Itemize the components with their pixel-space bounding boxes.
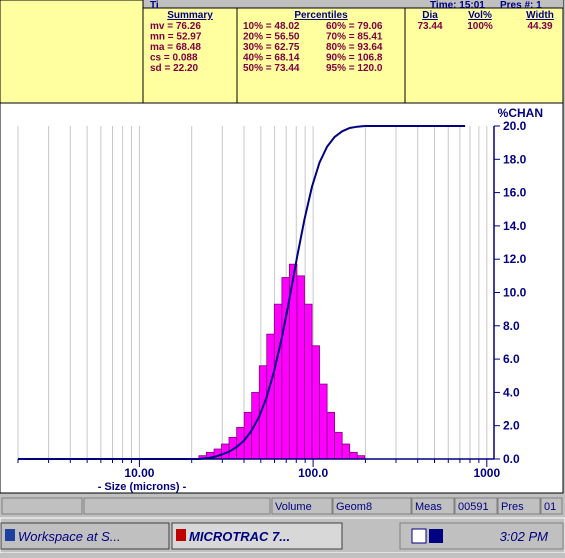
percentile: 50% = 73.44 bbox=[243, 63, 300, 74]
status-text: Pres bbox=[501, 501, 524, 513]
y-tick-label: 8.0 bbox=[503, 319, 520, 333]
summary-row: cs = 0.088 bbox=[150, 53, 198, 64]
bar bbox=[304, 304, 312, 459]
status-text: Volume bbox=[275, 501, 312, 513]
bar bbox=[327, 412, 335, 459]
percentile: 10% = 48.02 bbox=[243, 21, 300, 32]
status-text: Geom8 bbox=[336, 501, 372, 513]
x-tick-label: 1000 bbox=[473, 466, 500, 480]
status-text: Meas bbox=[415, 501, 442, 513]
task-label[interactable]: Workspace at S... bbox=[18, 529, 121, 544]
bar bbox=[267, 334, 275, 459]
task-icon bbox=[5, 529, 15, 541]
peak-header: Vol% bbox=[468, 10, 492, 21]
bar bbox=[312, 346, 319, 459]
summary-row: ma = 68.48 bbox=[150, 42, 201, 53]
peak-value: 73.44 bbox=[417, 21, 442, 32]
y-tick-label: 18.0 bbox=[503, 152, 527, 166]
bar bbox=[320, 384, 328, 459]
percentile: 80% = 93.64 bbox=[326, 42, 383, 53]
percentile: 20% = 56.50 bbox=[243, 32, 300, 43]
peak-header: Width bbox=[526, 10, 554, 21]
percentile: 30% = 62.75 bbox=[243, 42, 300, 53]
peak-value: 44.39 bbox=[527, 21, 552, 32]
bar bbox=[350, 452, 358, 459]
bar bbox=[252, 392, 260, 459]
sample-title: Ti bbox=[150, 0, 159, 11]
clock: 3:02 PM bbox=[500, 529, 549, 544]
status-text: 01 bbox=[544, 501, 556, 513]
summary-row: mv = 76.26 bbox=[150, 21, 201, 32]
percentile: 95% = 120.0 bbox=[326, 63, 383, 74]
y-tick-label: 20.0 bbox=[503, 119, 527, 133]
status-text: 00591 bbox=[458, 501, 489, 513]
summary-row: sd = 22.20 bbox=[150, 63, 199, 74]
y-tick-label: 2.0 bbox=[503, 419, 520, 433]
y-tick-label: 0.0 bbox=[503, 452, 520, 466]
x-axis-label: - Size (microns) - bbox=[98, 481, 187, 493]
percentile: 40% = 68.14 bbox=[243, 53, 300, 64]
task-icon bbox=[176, 529, 186, 541]
peak-header: Dia bbox=[422, 10, 438, 21]
bar bbox=[335, 432, 343, 459]
y-axis-label: %CHAN bbox=[498, 106, 543, 120]
bar bbox=[297, 276, 305, 459]
y-tick-label: 16.0 bbox=[503, 186, 527, 200]
percentile: 60% = 79.06 bbox=[326, 21, 383, 32]
percentile: 90% = 106.8 bbox=[326, 53, 383, 64]
x-tick-label: 10.00 bbox=[124, 466, 154, 480]
percentiles-heading: Percentiles bbox=[294, 10, 348, 21]
y-tick-label: 14.0 bbox=[503, 219, 527, 233]
x-tick-label: 100.0 bbox=[298, 466, 328, 480]
bar bbox=[342, 444, 350, 459]
task-label[interactable]: MICROTRAC 7... bbox=[189, 529, 290, 544]
peak-value: 100% bbox=[467, 21, 493, 32]
tray-icon bbox=[429, 529, 443, 543]
bar bbox=[274, 304, 282, 459]
y-tick-label: 10.0 bbox=[503, 286, 527, 300]
percentile: 70% = 85.41 bbox=[326, 32, 383, 43]
y-tick-label: 6.0 bbox=[503, 352, 520, 366]
tray-icon bbox=[412, 529, 426, 543]
screen: Ti Time: 15:01 Pres #: 1 Summary Percent… bbox=[0, 0, 565, 553]
summary-heading: Summary bbox=[167, 10, 213, 21]
summary-row: mn = 52.97 bbox=[150, 32, 202, 43]
y-tick-label: 12.0 bbox=[503, 252, 527, 266]
y-tick-label: 4.0 bbox=[503, 385, 520, 399]
